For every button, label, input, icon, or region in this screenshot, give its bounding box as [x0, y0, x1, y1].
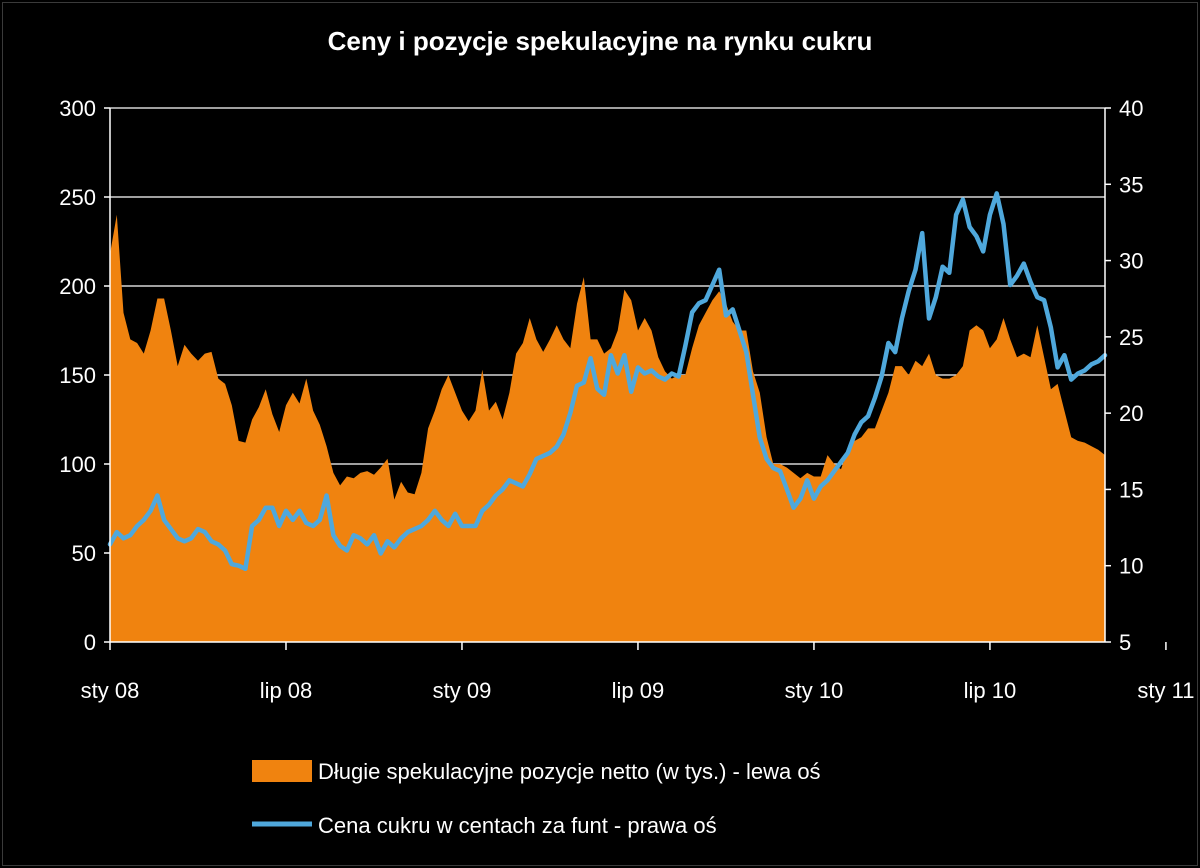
- x-tick-label: sty 11: [1137, 678, 1194, 703]
- x-tick-label: lip 08: [260, 678, 313, 703]
- y-left-tick-label: 150: [59, 363, 96, 388]
- legend-line-label: Cena cukru w centach za funt - prawa oś: [318, 813, 717, 838]
- y-right-tick-label: 5: [1119, 630, 1131, 655]
- x-tick-label: sty 09: [433, 678, 492, 703]
- y-left-tick-label: 200: [59, 274, 96, 299]
- y-right-tick-label: 40: [1119, 96, 1143, 121]
- legend-layer: Długie spekulacyjne pozycje netto (w tys…: [252, 759, 821, 838]
- axes-layer: 0 50 100 150 200 250 300 5 10 15 20 25 30 35 40 sty 08 l…: [59, 96, 1194, 703]
- line-layer: [107, 191, 1108, 572]
- series-line-sugar-price: [107, 191, 1108, 572]
- y-left-tick-label: 50: [72, 541, 96, 566]
- chart-title: Ceny i pozycje spekulacyjne na rynku cuk…: [327, 26, 873, 56]
- y-right-tick-label: 25: [1119, 325, 1143, 350]
- y-left-tick-label: 300: [59, 96, 96, 121]
- y-left-tick-label: 0: [84, 630, 96, 655]
- y-right-tick-label: 10: [1119, 554, 1143, 579]
- series-area-net-positions: [110, 214, 1105, 643]
- x-tick-label: lip 09: [612, 678, 665, 703]
- y-left-tick-label: 250: [59, 185, 96, 210]
- y-right-tick-label: 15: [1119, 477, 1143, 502]
- y-right-tick-label: 35: [1119, 172, 1143, 197]
- y-left-tick-label: 100: [59, 452, 96, 477]
- y-right-tick-label: 20: [1119, 401, 1143, 426]
- legend-area-label: Długie spekulacyjne pozycje netto (w tys…: [318, 759, 821, 784]
- legend-area-swatch: [252, 760, 312, 782]
- x-tick-label: sty 10: [785, 678, 844, 703]
- y-right-tick-label: 30: [1119, 249, 1143, 274]
- area-layer: [110, 214, 1105, 643]
- x-tick-label: sty 08: [81, 678, 140, 703]
- x-tick-label: lip 10: [964, 678, 1017, 703]
